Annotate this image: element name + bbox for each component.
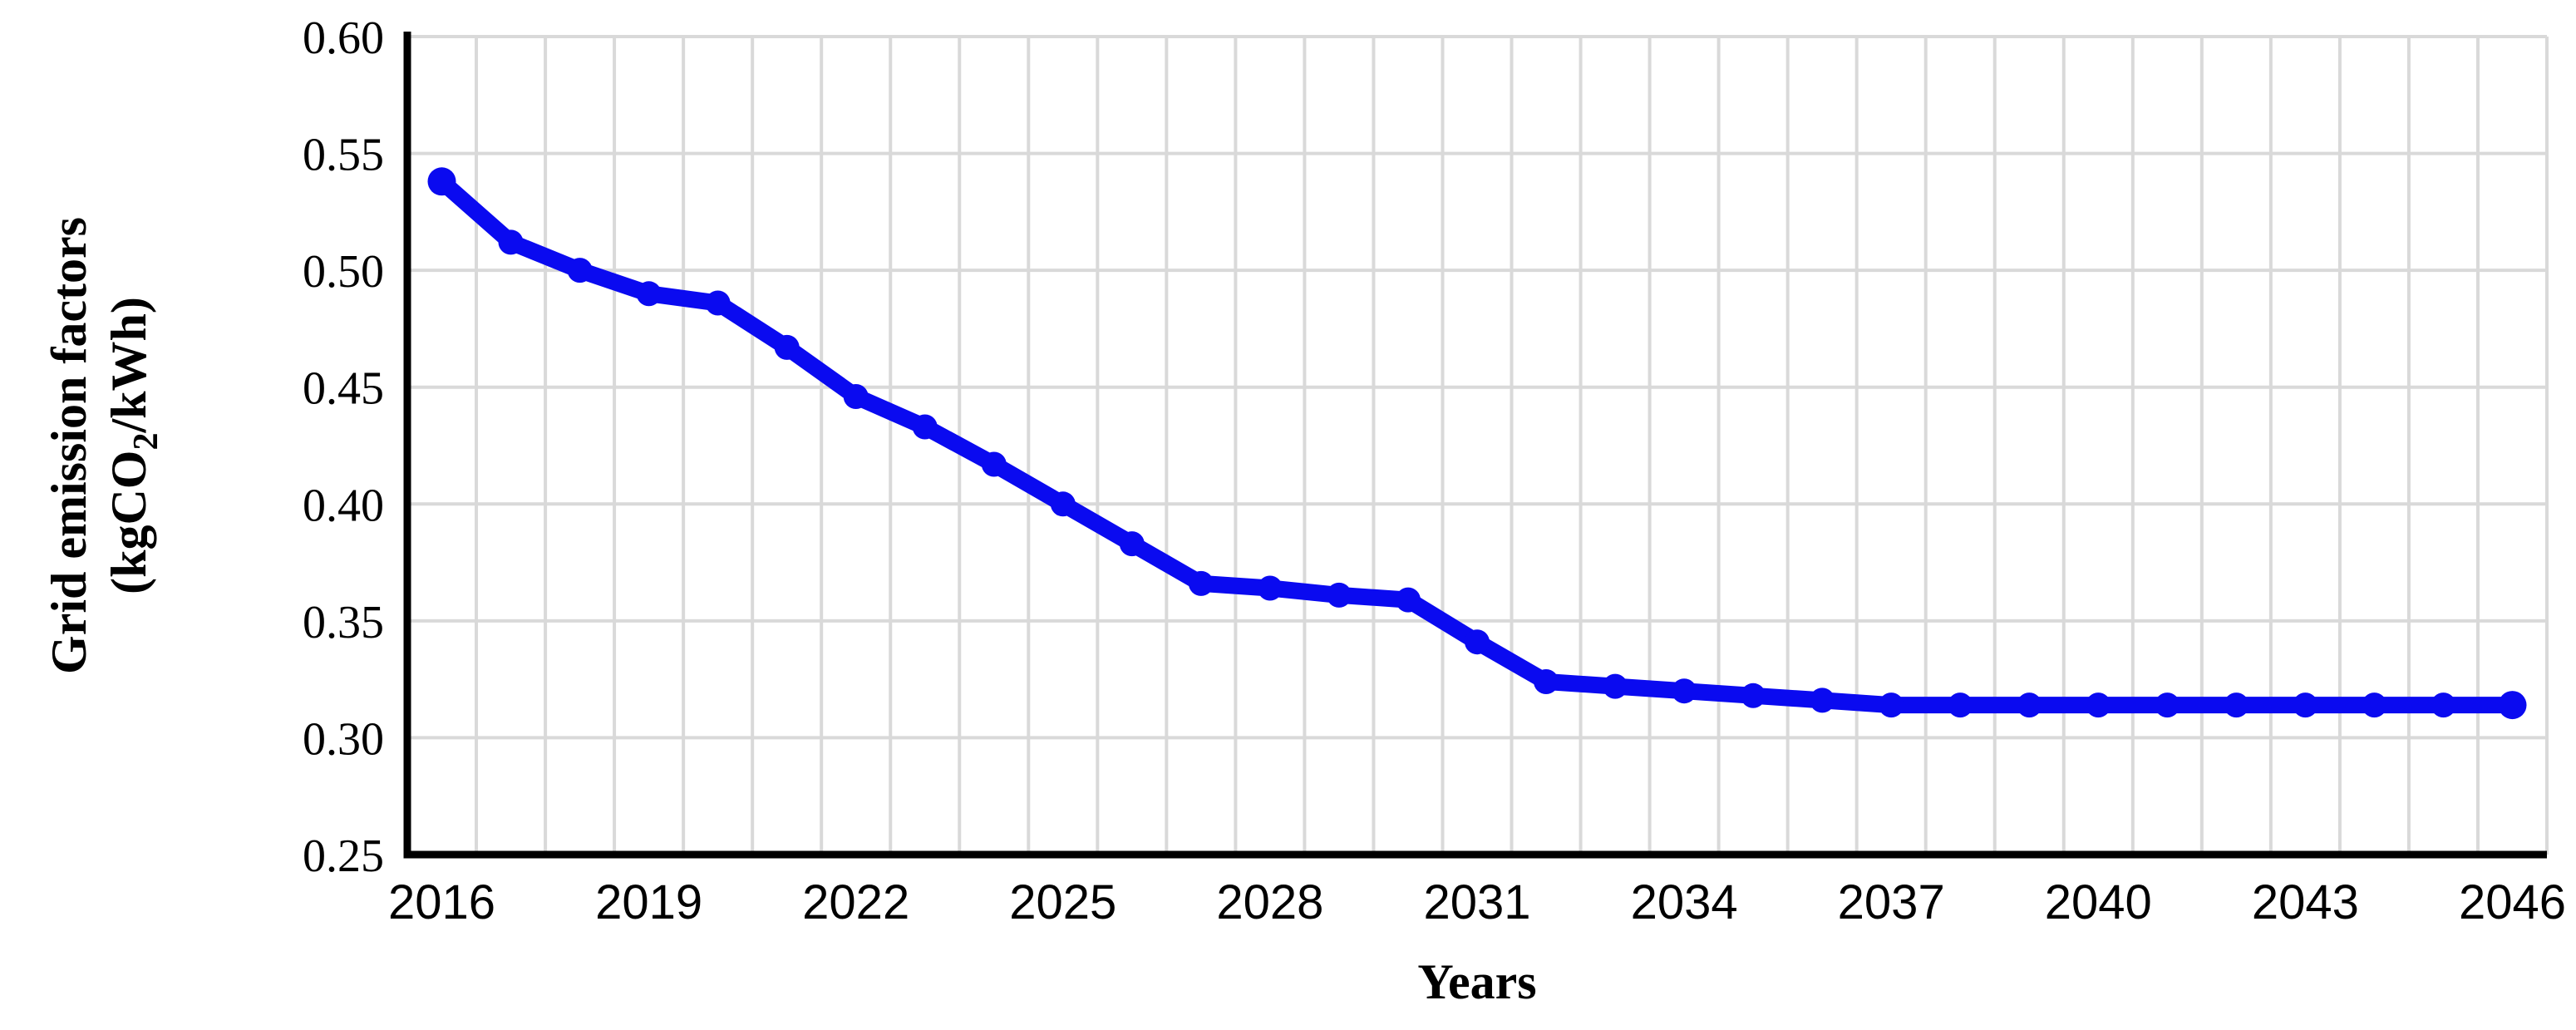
data-point (2155, 692, 2180, 718)
x-tick-label: 2043 (2252, 875, 2359, 929)
data-point-markers (427, 167, 2527, 720)
data-point (2362, 692, 2387, 718)
data-point (2498, 691, 2527, 720)
data-point (2017, 692, 2042, 718)
data-point (567, 258, 593, 283)
y-axis-title-line2: (kgCO2/kWh) (101, 297, 165, 594)
data-point (1534, 669, 1559, 694)
x-axis-tick-labels: 2016 2019 2022 2025 2028 2031 2034 2037 2040 2043… (388, 875, 2566, 929)
data-point (498, 229, 524, 255)
data-point (1810, 687, 1835, 713)
x-tick-label: 2016 (388, 875, 495, 929)
y-axis-title-unit-prefix: (kgCO (101, 451, 156, 594)
x-tick-label: 2019 (595, 875, 702, 929)
y-tick-label: 0.35 (303, 597, 384, 648)
y-tick-label: 0.45 (303, 363, 384, 415)
y-tick-label: 0.30 (303, 713, 384, 765)
horizontal-gridlines (407, 35, 2547, 740)
x-tick-label: 2046 (2459, 875, 2566, 929)
x-axis-title: Years (1417, 954, 1536, 1009)
co2-subscript: 2 (127, 433, 165, 451)
data-point (1465, 629, 1490, 655)
data-point (1741, 683, 1766, 708)
y-tick-label: 0.55 (303, 130, 384, 181)
data-point (1603, 673, 1628, 699)
y-axis-tick-labels: 0.60 0.55 0.50 0.45 0.40 0.35 0.30 0.25 (303, 12, 384, 882)
data-point (981, 451, 1007, 477)
data-point (2086, 692, 2111, 718)
x-tick-label: 2022 (802, 875, 909, 929)
data-point (2224, 692, 2249, 718)
y-tick-label: 0.25 (303, 830, 384, 882)
data-point (2431, 692, 2456, 718)
data-point (1188, 570, 1214, 596)
data-point (1396, 587, 1421, 613)
data-point (1326, 582, 1352, 608)
y-tick-label: 0.50 (303, 246, 384, 298)
x-tick-label: 2040 (2045, 875, 2152, 929)
vertical-gridlines (475, 37, 2549, 855)
y-tick-label: 0.60 (303, 12, 384, 64)
y-tick-label: 0.40 (303, 480, 384, 531)
data-point (1119, 531, 1145, 557)
data-point (1672, 678, 1697, 704)
x-tick-label: 2028 (1216, 875, 1323, 929)
data-point (636, 281, 662, 307)
data-point (427, 167, 456, 196)
x-tick-label: 2034 (1631, 875, 1738, 929)
x-tick-label: 2037 (1838, 875, 1945, 929)
data-point (2293, 692, 2318, 718)
data-point (774, 334, 800, 360)
y-axis-title-unit-suffix: /kWh) (101, 297, 156, 433)
x-tick-label: 2025 (1009, 875, 1116, 929)
data-point (843, 384, 869, 409)
data-point (1257, 575, 1283, 601)
y-axis-title-line1: Grid emission factors (42, 217, 96, 674)
data-point (705, 290, 731, 316)
data-point (1879, 692, 1904, 718)
data-point (1948, 692, 1973, 718)
data-point (1050, 491, 1076, 517)
x-tick-label: 2031 (1423, 875, 1530, 929)
data-point (912, 414, 938, 440)
